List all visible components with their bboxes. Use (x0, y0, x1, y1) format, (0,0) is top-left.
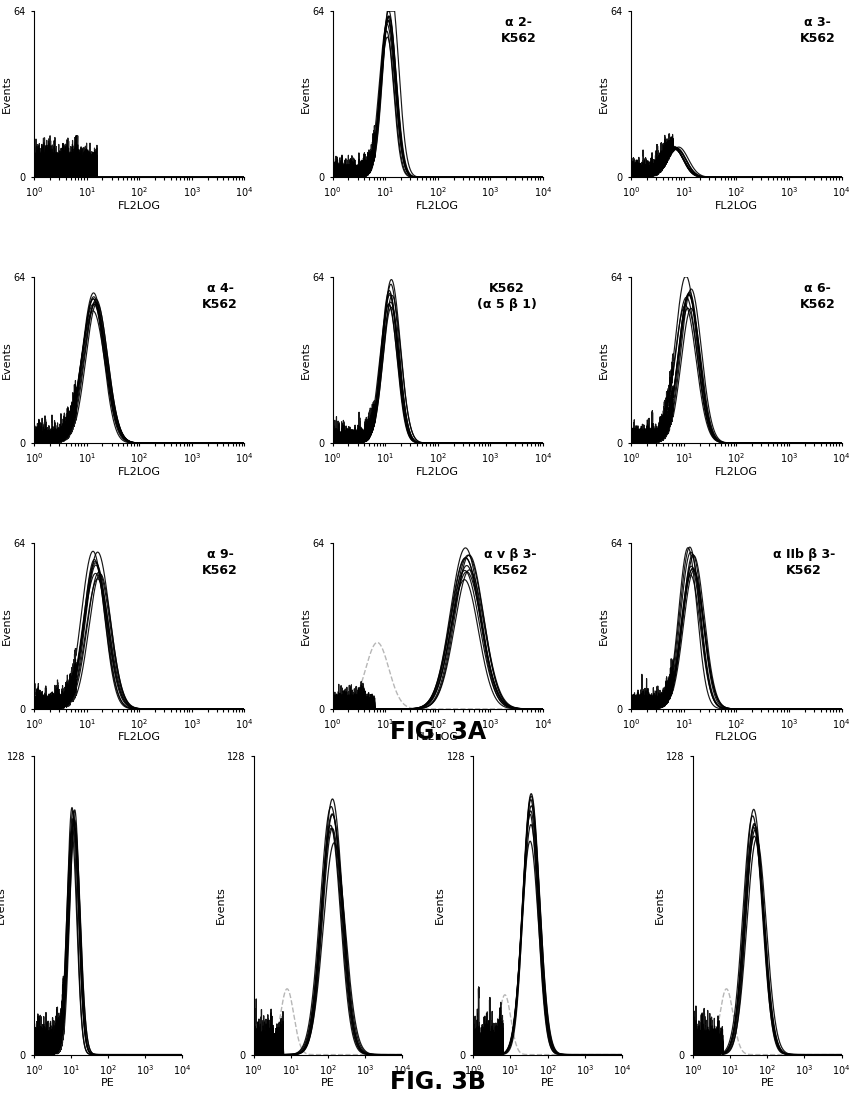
X-axis label: FL2LOG: FL2LOG (117, 733, 161, 743)
X-axis label: FL2LOG: FL2LOG (416, 466, 459, 476)
Y-axis label: Events: Events (2, 607, 12, 644)
Y-axis label: Events: Events (435, 886, 445, 924)
X-axis label: PE: PE (321, 1078, 335, 1088)
X-axis label: FL2LOG: FL2LOG (117, 466, 161, 476)
Text: α 6-
K562: α 6- K562 (800, 282, 836, 311)
Y-axis label: Events: Events (599, 341, 609, 379)
Y-axis label: Events: Events (301, 76, 310, 113)
Text: α 3-
K562: α 3- K562 (800, 16, 836, 45)
Y-axis label: Events: Events (2, 341, 12, 379)
Text: α 9-
K562: α 9- K562 (202, 547, 238, 576)
X-axis label: FL2LOG: FL2LOG (715, 466, 758, 476)
X-axis label: FL2LOG: FL2LOG (416, 201, 459, 211)
X-axis label: PE: PE (761, 1078, 774, 1088)
X-axis label: FL2LOG: FL2LOG (416, 733, 459, 743)
Y-axis label: Events: Events (599, 76, 609, 113)
X-axis label: PE: PE (541, 1078, 554, 1088)
Text: FIG. 3B: FIG. 3B (390, 1070, 485, 1094)
X-axis label: FL2LOG: FL2LOG (715, 201, 758, 211)
X-axis label: FL2LOG: FL2LOG (715, 733, 758, 743)
Text: α 4-
K562: α 4- K562 (202, 282, 238, 311)
X-axis label: FL2LOG: FL2LOG (117, 201, 161, 211)
Y-axis label: Events: Events (301, 341, 310, 379)
Y-axis label: Events: Events (2, 76, 12, 113)
Text: α IIb β 3-
K562: α IIb β 3- K562 (773, 547, 836, 576)
Text: FIG. 3A: FIG. 3A (389, 720, 486, 744)
X-axis label: PE: PE (101, 1078, 115, 1088)
Text: α 2-
K562: α 2- K562 (501, 16, 536, 45)
Y-axis label: Events: Events (215, 886, 225, 924)
Y-axis label: Events: Events (599, 607, 609, 644)
Y-axis label: Events: Events (301, 607, 310, 644)
Text: α v β 3-
K562: α v β 3- K562 (484, 547, 536, 576)
Text: K562
(α 5 β 1): K562 (α 5 β 1) (477, 282, 536, 311)
Y-axis label: Events: Events (0, 886, 6, 924)
Y-axis label: Events: Events (654, 886, 665, 924)
